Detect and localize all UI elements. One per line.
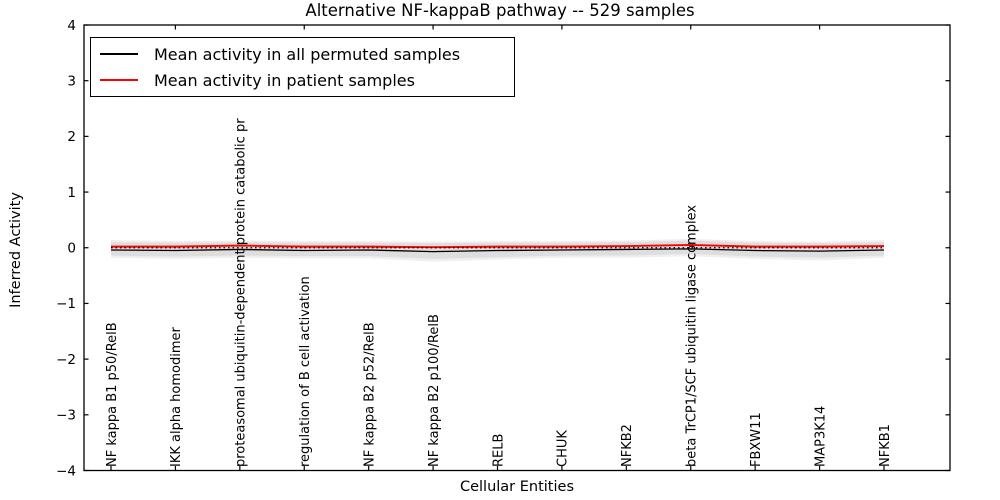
x-tick-label: IKK alpha homodimer — [169, 326, 184, 467]
y-tick-label: −1 — [56, 296, 76, 312]
x-axis-label: Cellular Entities — [459, 479, 575, 495]
x-tick-label: NF kappa B2 p100/RelB — [427, 314, 442, 467]
legend-label: Mean activity in patient samples — [154, 70, 415, 90]
legend-line-sample-red — [100, 79, 138, 81]
y-tick-label: −4 — [56, 463, 76, 479]
x-tick-label: regulation of B cell activation — [298, 276, 313, 467]
legend-item-permuted: Mean activity in all permuted samples — [91, 41, 514, 67]
y-tick-label: −2 — [56, 352, 76, 368]
y-tick-label: 4 — [67, 18, 76, 34]
x-tick-label: NF kappa B2 p52/RelB — [362, 322, 377, 467]
legend-label: Mean activity in all permuted samples — [154, 44, 461, 64]
y-tick-label: −3 — [56, 408, 76, 424]
x-tick-label: beta TrCP1/SCF ubiquitin ligase complex — [685, 205, 700, 467]
y-axis-label: Inferred Activity — [8, 192, 24, 308]
x-tick-label: NFKB2 — [620, 424, 635, 467]
x-tick-label: NF kappa B1 p50/RelB — [105, 322, 120, 467]
y-tick-label: 0 — [67, 241, 76, 257]
x-tick-label: CHUK — [556, 430, 571, 467]
legend-item-patient: Mean activity in patient samples — [91, 67, 514, 93]
series-line-patient — [111, 244, 885, 249]
legend: Mean activity in all permuted samples Me… — [90, 37, 515, 97]
series-line-permuted — [110, 248, 885, 253]
x-tick-label: FBXW11 — [749, 412, 764, 467]
x-tick-label: RELB — [491, 434, 506, 467]
legend-line-sample-black — [100, 53, 138, 55]
y-tick-label: 1 — [67, 185, 76, 201]
y-tick-label: 3 — [67, 73, 76, 89]
chart-title: Alternative NF-kappaB pathway -- 529 sam… — [305, 1, 695, 20]
x-tick-label: MAP3K14 — [813, 406, 828, 467]
x-tick-label: proteasomal ubiquitin-dependent protein … — [234, 118, 249, 467]
x-tick-label: NFKB1 — [878, 424, 893, 467]
y-tick-label: 2 — [67, 129, 76, 145]
